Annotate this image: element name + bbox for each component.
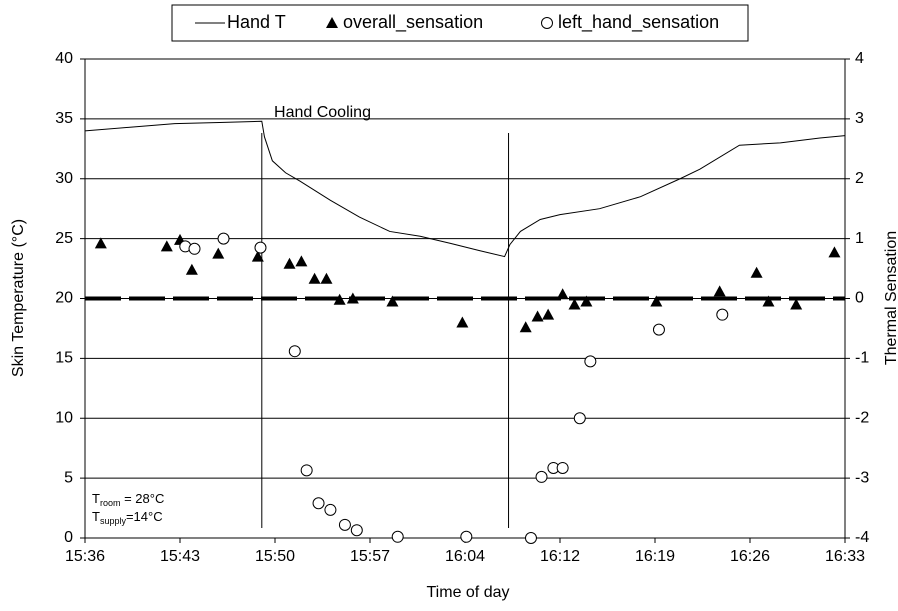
triangle-marker bbox=[212, 247, 225, 259]
y2-tick-label: -3 bbox=[855, 469, 869, 486]
triangle-marker bbox=[333, 293, 346, 305]
y-axis-label: Skin Temperature (°C) bbox=[10, 219, 27, 377]
circle-marker bbox=[391, 530, 404, 543]
circle-marker bbox=[338, 518, 351, 531]
legend-swatch bbox=[541, 17, 553, 29]
circle-marker bbox=[288, 345, 301, 358]
triangle-marker bbox=[283, 257, 296, 269]
triangle-marker bbox=[713, 285, 726, 297]
note-symbol: T bbox=[92, 509, 100, 524]
y2-tick-label: 1 bbox=[855, 230, 864, 247]
legend-label: left_hand_sensation bbox=[558, 12, 719, 33]
triangle-marker bbox=[320, 272, 333, 284]
x-tick-label: 15:57 bbox=[350, 548, 390, 565]
line-series bbox=[84, 120, 846, 258]
x-tick-label: 16:19 bbox=[635, 548, 675, 565]
triangle-marker bbox=[556, 288, 569, 300]
triangle-marker bbox=[251, 250, 264, 262]
circle-marker bbox=[217, 232, 230, 245]
triangle-marker bbox=[346, 292, 359, 304]
y2-tick-label: 3 bbox=[855, 110, 864, 127]
y2-tick-label: -1 bbox=[855, 350, 869, 367]
x-tick-label: 16:04 bbox=[445, 548, 485, 565]
y-tick-label: 20 bbox=[55, 290, 73, 307]
y-tick-label: 15 bbox=[55, 350, 73, 367]
triangle-marker bbox=[542, 308, 555, 320]
y2-tick-label: 0 bbox=[855, 290, 864, 307]
note-value: =14°C bbox=[126, 509, 163, 524]
x-tick-label: 16:12 bbox=[540, 548, 580, 565]
legend-box bbox=[171, 4, 749, 42]
x-tick-label: 15:43 bbox=[160, 548, 200, 565]
triangle-marker bbox=[94, 237, 107, 249]
legend-label: overall_sensation bbox=[343, 12, 483, 33]
y-tick-label: 25 bbox=[55, 230, 73, 247]
note-subscript: room bbox=[100, 498, 121, 508]
y-tick-label: 30 bbox=[55, 170, 73, 187]
triangle-marker bbox=[519, 321, 532, 333]
y-tick-label: 5 bbox=[64, 469, 73, 486]
circle-marker bbox=[188, 242, 201, 255]
x-tick-label: 15:50 bbox=[255, 548, 295, 565]
triangle-marker bbox=[531, 310, 544, 322]
circle-marker bbox=[535, 470, 548, 483]
condition-note: Tsupply=14°C bbox=[92, 509, 163, 526]
triangle-marker bbox=[295, 255, 308, 267]
triangle-marker bbox=[790, 298, 803, 310]
triangle-marker bbox=[160, 240, 173, 252]
triangle-marker bbox=[308, 272, 321, 284]
condition-note: Troom = 28°C bbox=[92, 491, 164, 508]
y2-tick-label: 4 bbox=[855, 50, 864, 67]
circle-marker bbox=[652, 323, 665, 336]
circle-marker bbox=[254, 241, 267, 254]
circle-marker bbox=[573, 412, 586, 425]
note-subscript: supply bbox=[100, 516, 127, 526]
y-tick-label: 10 bbox=[55, 409, 73, 426]
circle-marker bbox=[524, 532, 537, 544]
note-symbol: T bbox=[92, 491, 100, 506]
triangle-marker bbox=[456, 316, 469, 328]
y-tick-label: 0 bbox=[64, 529, 73, 546]
triangle-marker bbox=[828, 246, 841, 258]
circle-marker bbox=[324, 503, 337, 516]
x-axis-label: Time of day bbox=[427, 584, 510, 601]
x-tick-label: 16:33 bbox=[825, 548, 865, 565]
y2-tick-label: 2 bbox=[855, 170, 864, 187]
circle-marker bbox=[716, 308, 729, 321]
triangle-marker bbox=[568, 298, 581, 310]
x-tick-label: 16:26 bbox=[730, 548, 770, 565]
y2-axis-label: Thermal Sensation bbox=[883, 231, 898, 365]
triangle-marker bbox=[580, 295, 593, 307]
triangle-marker bbox=[750, 266, 763, 278]
circle-marker bbox=[300, 464, 313, 477]
circle-marker bbox=[312, 497, 325, 510]
triangle-marker bbox=[650, 295, 663, 307]
triangle-marker bbox=[386, 295, 399, 307]
circle-marker bbox=[556, 461, 569, 474]
legend-swatch bbox=[326, 17, 338, 28]
circle-marker bbox=[584, 355, 597, 368]
y-tick-label: 40 bbox=[55, 50, 73, 67]
legend-label: Hand T bbox=[227, 12, 286, 32]
triangle-marker bbox=[185, 263, 198, 275]
circle-marker bbox=[350, 524, 363, 537]
y-tick-label: 35 bbox=[55, 110, 73, 127]
note-value: = 28°C bbox=[120, 491, 164, 506]
y2-tick-label: -4 bbox=[855, 529, 869, 546]
triangle-marker bbox=[762, 295, 775, 307]
annotation: Hand Cooling bbox=[274, 104, 371, 121]
x-tick-label: 15:36 bbox=[65, 548, 105, 565]
y2-tick-label: -2 bbox=[855, 409, 869, 426]
circle-marker bbox=[460, 530, 473, 543]
